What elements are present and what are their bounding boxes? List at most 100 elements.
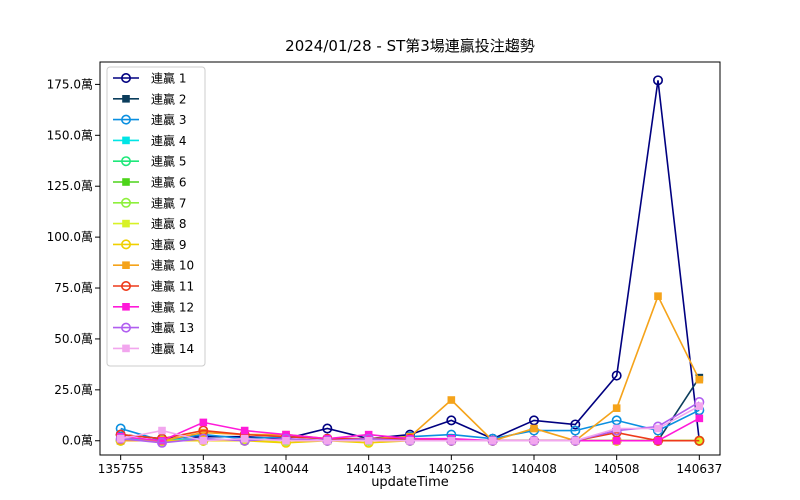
data-point (571, 436, 580, 445)
legend-label: 連贏 4 (151, 133, 186, 148)
data-point (695, 375, 704, 384)
data-point (612, 436, 621, 445)
legend-label: 連贏 13 (151, 320, 194, 335)
legend-item: 連贏 14 (113, 341, 194, 356)
legend-marker (121, 239, 132, 250)
x-tick-label: 135755 (98, 462, 144, 476)
legend-item: 連贏 4 (113, 133, 186, 148)
x-tick-label: 140408 (511, 462, 557, 476)
legend-label: 連贏 12 (151, 299, 194, 314)
y-tick-label: 100.0萬 (47, 230, 93, 244)
legend-item: 連贏 11 (113, 279, 194, 294)
legend-marker (121, 156, 132, 167)
data-point (570, 425, 581, 436)
y-tick-label: 75.0萬 (54, 281, 93, 295)
data-point (570, 419, 581, 430)
data-point (612, 424, 621, 433)
legend-marker (122, 219, 130, 228)
legend-marker (121, 114, 132, 125)
data-point (115, 433, 126, 444)
plot-series (115, 75, 705, 448)
legend-item: 連贏 6 (113, 175, 186, 190)
data-point (528, 415, 539, 426)
legend-marker (122, 136, 130, 145)
data-point (447, 436, 456, 445)
legend-label: 連贏 11 (151, 279, 194, 294)
legend-item: 連贏 3 (113, 112, 186, 127)
y-tick-label: 25.0萬 (54, 383, 93, 397)
data-point (612, 404, 621, 412)
legend-label: 連贏 7 (151, 195, 186, 210)
legend-item: 連贏 9 (113, 237, 186, 252)
y-axis-ticks: 0.0萬 25.0萬 50.0萬 75.0萬 100.0萬 125.0萬 150.0萬 175… (47, 77, 100, 448)
legend-marker (121, 73, 132, 84)
legend-marker (121, 322, 132, 333)
data-point (199, 418, 208, 427)
data-point (157, 437, 168, 448)
legend-item: 連贏 1 (113, 71, 186, 86)
data-point (158, 426, 166, 435)
data-point (282, 436, 290, 445)
data-point (240, 426, 249, 435)
y-tick-label: 125.0萬 (47, 179, 93, 193)
data-point (694, 435, 705, 446)
legend-marker (122, 344, 130, 353)
legend-marker (122, 95, 130, 103)
legend-item: 連贏 12 (113, 299, 194, 314)
legend-item: 連贏 8 (113, 216, 186, 231)
data-point (654, 424, 662, 433)
y-tick-label: 175.0萬 (47, 77, 93, 91)
legend-label: 連贏 2 (151, 91, 186, 106)
x-tick-label: 140637 (676, 462, 722, 476)
legend-box (106, 66, 206, 367)
data-point (199, 428, 208, 437)
data-point (695, 414, 704, 423)
legend-label: 連贏 10 (151, 258, 194, 273)
data-point (406, 436, 414, 445)
data-point (488, 436, 497, 445)
legend-marker (122, 178, 130, 186)
chart-title: 2024/01/28 - ST第3場連贏投注趨勢 (285, 37, 535, 55)
data-point (199, 436, 208, 445)
data-point (364, 436, 373, 445)
data-point (115, 423, 126, 434)
legend-marker (121, 280, 132, 291)
data-point (695, 402, 704, 410)
legend-label: 連贏 14 (151, 341, 194, 356)
legend-marker (122, 303, 130, 311)
x-tick-label: 135843 (180, 462, 226, 476)
legend-label: 連贏 3 (151, 112, 186, 127)
legend-item: 連贏 2 (113, 91, 186, 106)
legend-marker (121, 197, 132, 208)
plot-frame (99, 61, 721, 456)
data-point (611, 415, 622, 426)
legend-label: 連贏 6 (151, 175, 186, 190)
legend-item: 連贏 5 (113, 154, 186, 169)
legend-item: 連贏 7 (113, 195, 186, 210)
data-point (446, 415, 457, 426)
legend-label: 連贏 8 (151, 216, 186, 231)
data-point (116, 434, 125, 443)
data-point (652, 75, 663, 86)
data-point (322, 423, 333, 434)
data-point (323, 436, 332, 445)
data-point (447, 396, 456, 404)
legend-item: 連贏 13 (113, 320, 194, 335)
data-point (158, 436, 166, 445)
legend-label: 連贏 1 (151, 71, 186, 86)
legend-marker (122, 261, 130, 269)
x-axis-label: updateTime (371, 475, 449, 490)
data-point (530, 436, 538, 445)
data-point (695, 436, 704, 445)
data-point (654, 292, 662, 300)
x-tick-label: 140508 (594, 462, 640, 476)
legend-item: 連贏 10 (113, 258, 194, 273)
x-tick-label: 140256 (428, 462, 474, 476)
legend-label: 連贏 9 (151, 237, 186, 252)
y-tick-label: 150.0萬 (47, 128, 93, 142)
y-tick-label: 0.0萬 (62, 434, 93, 448)
legend: 連贏 1 連贏 2 連贏 3 連贏 4 連贏 5 連贏 6 連贏 7 連贏 8 連贏 9 連贏 1… (106, 66, 206, 367)
data-point (240, 434, 249, 443)
y-tick-label: 50.0萬 (54, 332, 93, 346)
